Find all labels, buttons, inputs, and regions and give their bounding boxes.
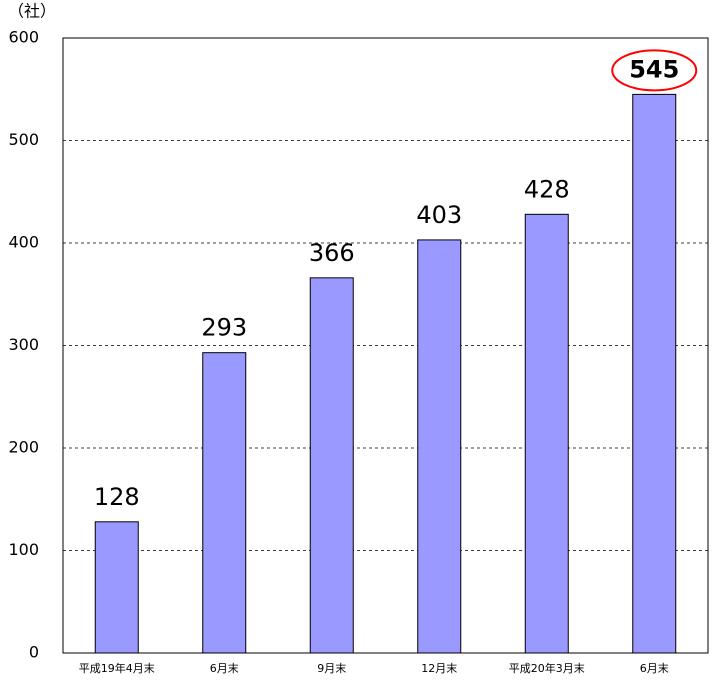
y-tick-label: 300 — [8, 335, 39, 354]
bar — [309, 277, 354, 654]
bar — [417, 239, 462, 654]
y-tick-label: 200 — [8, 438, 39, 457]
x-tick-label: 平成20年3月末 — [509, 661, 585, 675]
bar — [94, 521, 139, 654]
y-tick-label: 0 — [29, 643, 39, 662]
value-label: 403 — [416, 201, 462, 229]
y-tick-label: 600 — [8, 28, 39, 47]
x-tick-label: 平成19年4月末 — [79, 661, 155, 675]
value-label: 545 — [629, 55, 679, 83]
y-unit: （社） — [8, 2, 56, 21]
x-tick-label: 12月末 — [421, 661, 457, 675]
value-label: 293 — [201, 314, 247, 342]
value-label: 428 — [524, 175, 570, 203]
highlight-ring — [611, 49, 698, 92]
bar — [632, 93, 677, 654]
value-label: 128 — [94, 483, 140, 511]
x-tick-label: 6月末 — [210, 661, 239, 675]
y-tick-label: 500 — [8, 130, 39, 149]
bar — [524, 213, 569, 654]
y-tick-label: 400 — [8, 233, 39, 252]
x-tick-label: 9月末 — [317, 661, 346, 675]
value-label: 366 — [309, 239, 355, 267]
x-tick-label: 6月末 — [640, 661, 669, 675]
y-tick-label: 100 — [8, 540, 39, 559]
bar — [202, 352, 247, 654]
